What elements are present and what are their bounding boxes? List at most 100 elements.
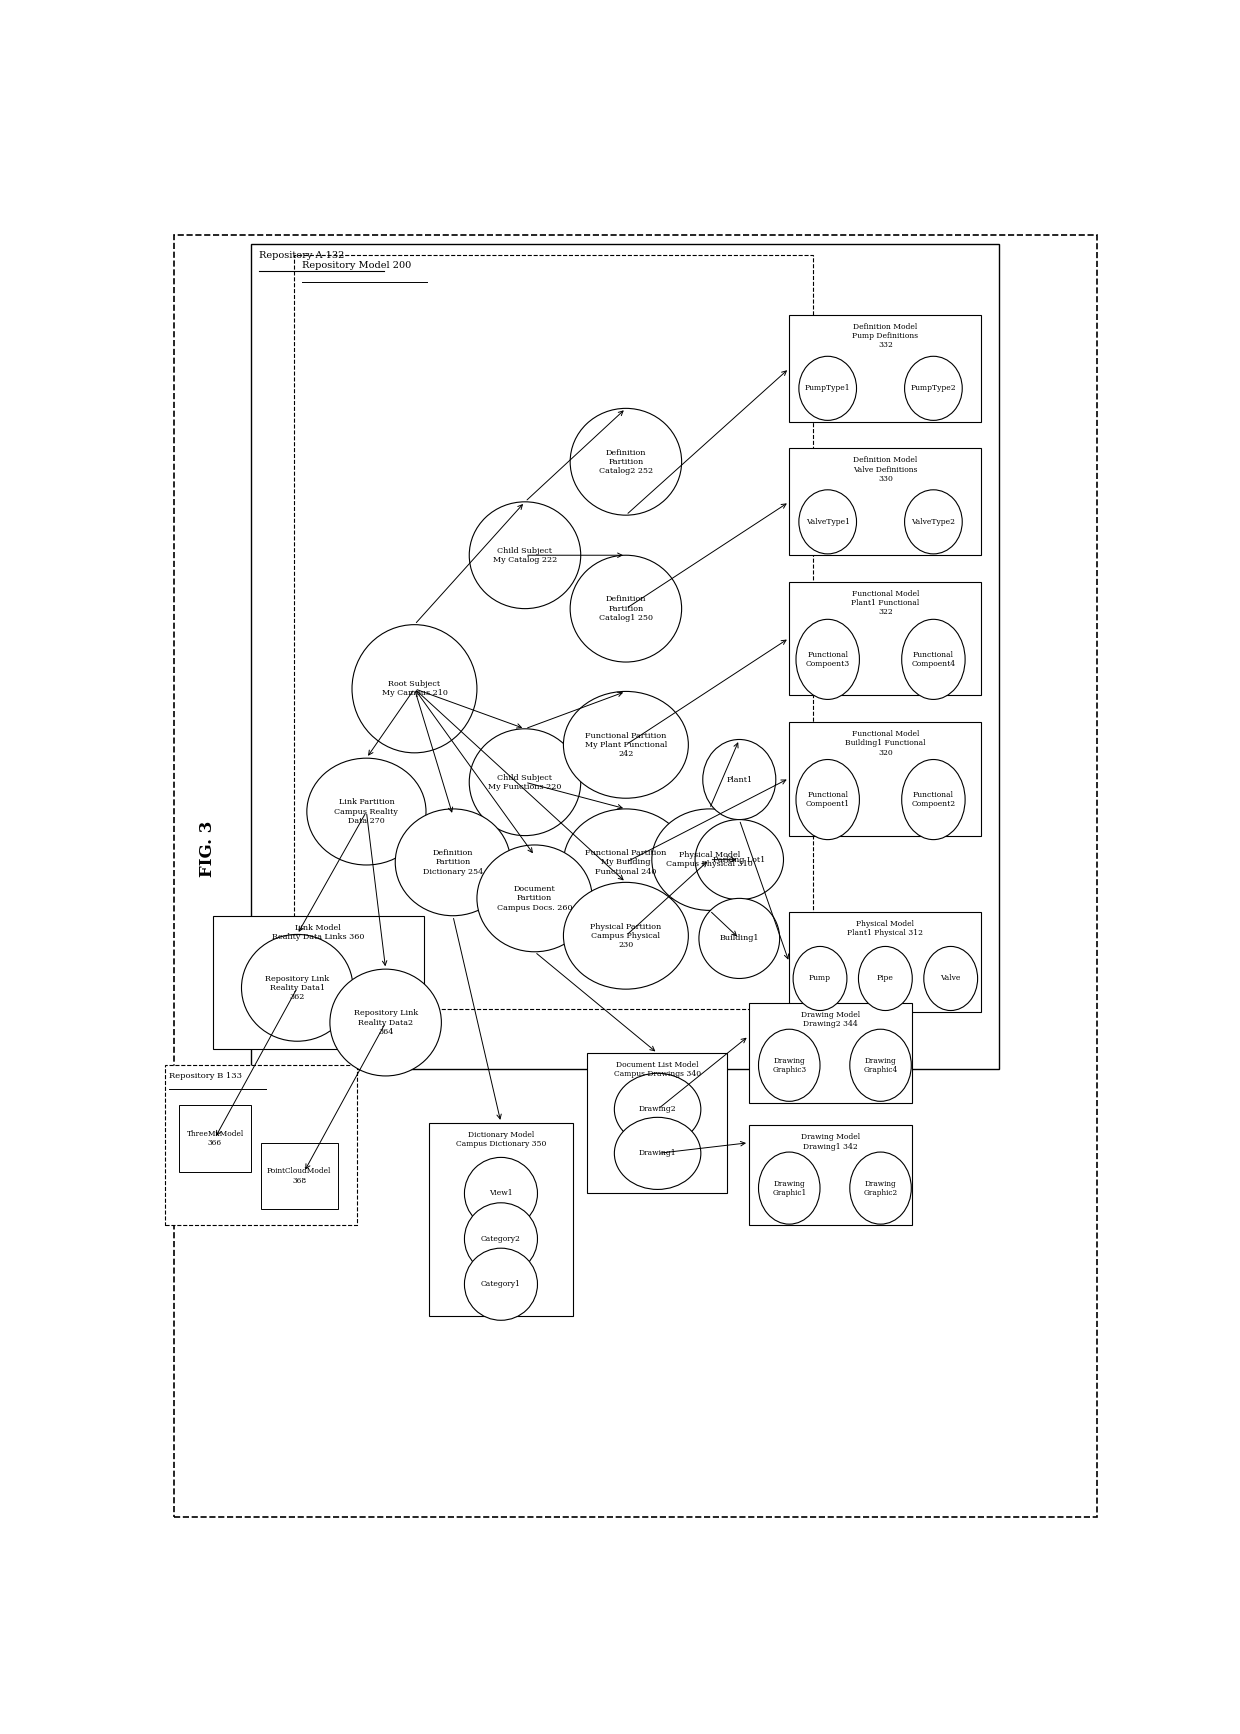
FancyBboxPatch shape: [260, 1143, 337, 1210]
FancyBboxPatch shape: [789, 449, 982, 555]
Text: Functional
Compoent2: Functional Compoent2: [911, 791, 956, 808]
Ellipse shape: [901, 759, 965, 839]
Text: Drawing
Graphic4: Drawing Graphic4: [863, 1056, 898, 1073]
Text: ValveType2: ValveType2: [911, 518, 955, 525]
Text: Category1: Category1: [481, 1280, 521, 1288]
FancyBboxPatch shape: [179, 1105, 250, 1172]
Ellipse shape: [396, 808, 511, 916]
FancyBboxPatch shape: [789, 912, 982, 1013]
Ellipse shape: [901, 619, 965, 699]
FancyBboxPatch shape: [250, 244, 998, 1070]
Text: Physical Model
Campus Physical 310: Physical Model Campus Physical 310: [666, 851, 753, 869]
Text: Parking Lot1: Parking Lot1: [713, 855, 765, 864]
Text: Document
Partition
Campus Docs. 260: Document Partition Campus Docs. 260: [497, 884, 573, 912]
Text: Physical Partition
Campus Physical
230: Physical Partition Campus Physical 230: [590, 922, 661, 948]
Text: Link Partition
Campus Reality
Data 270: Link Partition Campus Reality Data 270: [335, 798, 398, 825]
Ellipse shape: [465, 1157, 537, 1229]
Ellipse shape: [570, 407, 682, 515]
Text: Child Subject
My Catalog 222: Child Subject My Catalog 222: [492, 546, 557, 564]
Ellipse shape: [849, 1030, 911, 1101]
Text: Definition Model
Valve Definitions
330: Definition Model Valve Definitions 330: [853, 456, 918, 482]
Ellipse shape: [563, 692, 688, 798]
Ellipse shape: [799, 489, 857, 553]
Text: Building1: Building1: [719, 935, 759, 942]
Text: PointCloudModel
368: PointCloudModel 368: [267, 1167, 331, 1184]
Text: Functional
Compoent4: Functional Compoent4: [911, 650, 956, 668]
Text: Drawing1: Drawing1: [639, 1150, 676, 1157]
Text: PumpType2: PumpType2: [910, 385, 956, 392]
Text: Valve: Valve: [940, 975, 961, 983]
FancyBboxPatch shape: [165, 1065, 357, 1226]
Ellipse shape: [465, 1248, 537, 1320]
Ellipse shape: [858, 947, 913, 1011]
FancyBboxPatch shape: [789, 316, 982, 421]
Ellipse shape: [794, 947, 847, 1011]
Ellipse shape: [703, 739, 776, 820]
Ellipse shape: [570, 555, 682, 662]
Text: Functional Partition
My Plant Functional
242: Functional Partition My Plant Functional…: [585, 732, 667, 758]
Ellipse shape: [469, 728, 580, 836]
Ellipse shape: [477, 844, 593, 952]
Ellipse shape: [465, 1203, 537, 1274]
Text: Dictionary Model
Campus Dictionary 350: Dictionary Model Campus Dictionary 350: [456, 1131, 546, 1148]
Text: Drawing
Graphic1: Drawing Graphic1: [773, 1179, 806, 1196]
Text: Drawing
Graphic2: Drawing Graphic2: [863, 1179, 898, 1196]
Ellipse shape: [614, 1073, 701, 1146]
Text: ThreeMxModel
366: ThreeMxModel 366: [186, 1131, 244, 1148]
Text: Drawing2: Drawing2: [639, 1105, 676, 1113]
Text: Repository Model 200: Repository Model 200: [303, 262, 412, 271]
Text: Definition Model
Pump Definitions
332: Definition Model Pump Definitions 332: [852, 323, 919, 349]
Ellipse shape: [759, 1030, 820, 1101]
FancyBboxPatch shape: [429, 1122, 573, 1316]
Ellipse shape: [330, 969, 441, 1075]
Ellipse shape: [469, 501, 580, 609]
Ellipse shape: [796, 759, 859, 839]
Ellipse shape: [614, 1117, 701, 1190]
FancyBboxPatch shape: [294, 255, 813, 1009]
Text: Drawing Model
Drawing2 344: Drawing Model Drawing2 344: [801, 1011, 861, 1028]
Ellipse shape: [563, 808, 688, 916]
Text: Functional Model
Building1 Functional
320: Functional Model Building1 Functional 32…: [846, 730, 925, 756]
Text: Functional
Compoent3: Functional Compoent3: [806, 650, 849, 668]
Text: Definition
Partition
Catalog1 250: Definition Partition Catalog1 250: [599, 595, 653, 623]
Text: Repository A 132: Repository A 132: [259, 251, 345, 260]
FancyBboxPatch shape: [588, 1053, 727, 1193]
Ellipse shape: [696, 820, 784, 900]
Text: Drawing
Graphic3: Drawing Graphic3: [773, 1056, 806, 1073]
Text: Category2: Category2: [481, 1235, 521, 1243]
Ellipse shape: [306, 758, 427, 865]
FancyBboxPatch shape: [749, 1002, 913, 1103]
Text: Definition
Partition
Dictionary 254: Definition Partition Dictionary 254: [423, 850, 484, 876]
Text: Pump: Pump: [808, 975, 831, 983]
Ellipse shape: [563, 883, 688, 988]
Text: Drawing Model
Drawing1 342: Drawing Model Drawing1 342: [801, 1134, 861, 1151]
Text: ValveType1: ValveType1: [806, 518, 849, 525]
Text: Repository B 133: Repository B 133: [170, 1072, 242, 1080]
Text: Pipe: Pipe: [877, 975, 894, 983]
Text: Functional Partition
My Building
Functional 240: Functional Partition My Building Functio…: [585, 850, 667, 876]
FancyBboxPatch shape: [749, 1125, 913, 1226]
Text: Physical Model
Plant1 Physical 312: Physical Model Plant1 Physical 312: [847, 919, 924, 936]
Ellipse shape: [905, 489, 962, 553]
Text: Repository Link
Reality Data1
362: Repository Link Reality Data1 362: [265, 975, 330, 1001]
Text: Functional
Compoent1: Functional Compoent1: [806, 791, 849, 808]
Ellipse shape: [759, 1151, 820, 1224]
Text: Functional Model
Plant1 Functional
322: Functional Model Plant1 Functional 322: [851, 590, 920, 616]
FancyBboxPatch shape: [789, 583, 982, 695]
Ellipse shape: [242, 935, 353, 1040]
Text: Root Subject
My Campus 210: Root Subject My Campus 210: [382, 680, 448, 697]
Ellipse shape: [924, 947, 977, 1011]
Text: Repository Link
Reality Data2
364: Repository Link Reality Data2 364: [353, 1009, 418, 1035]
Ellipse shape: [849, 1151, 911, 1224]
Text: Link Model
Reality Data Links 360: Link Model Reality Data Links 360: [273, 924, 365, 942]
Ellipse shape: [652, 808, 768, 910]
Ellipse shape: [799, 355, 857, 420]
Text: FIG. 3: FIG. 3: [200, 820, 216, 877]
FancyBboxPatch shape: [174, 234, 1096, 1517]
Ellipse shape: [699, 898, 780, 978]
Ellipse shape: [352, 624, 477, 753]
Ellipse shape: [905, 355, 962, 420]
Ellipse shape: [796, 619, 859, 699]
Text: Document List Model
Campus Drawings 340: Document List Model Campus Drawings 340: [614, 1061, 701, 1079]
Text: Plant1: Plant1: [727, 775, 753, 784]
